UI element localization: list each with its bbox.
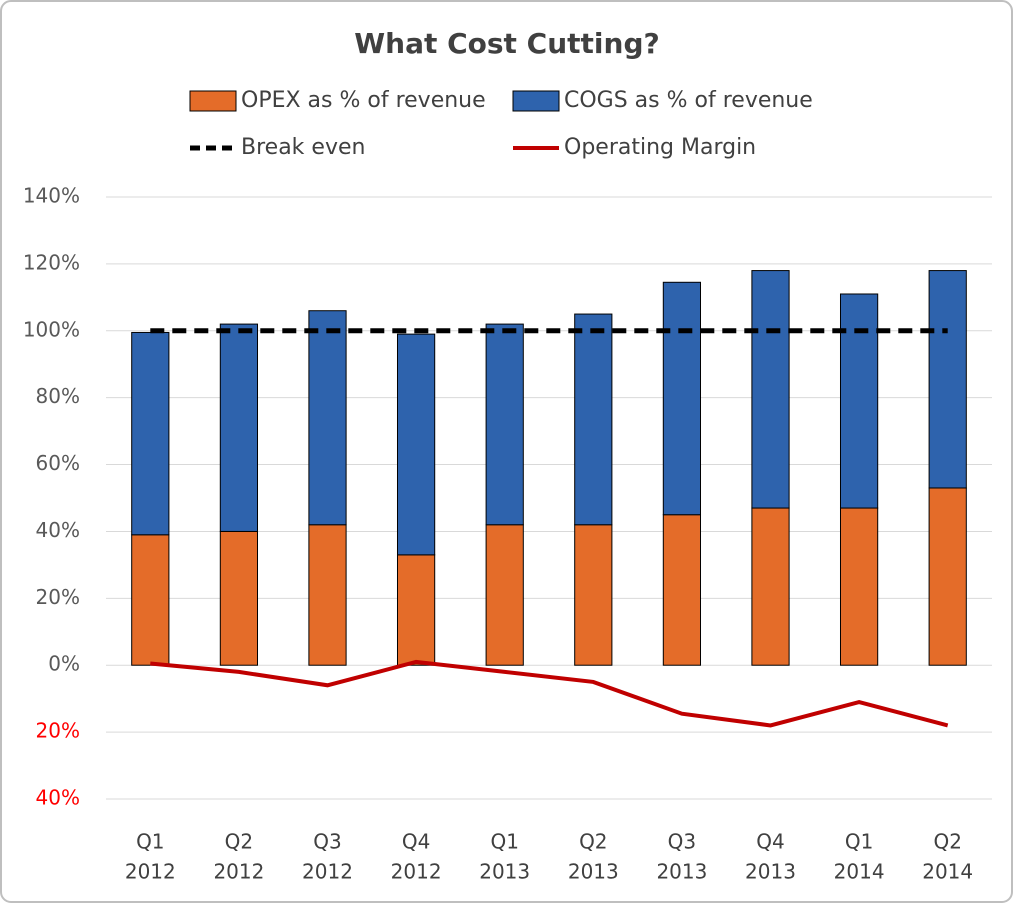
bar (928, 487, 967, 666)
legend-label: OPEX as % of revenue (241, 88, 486, 113)
bar (219, 323, 259, 532)
bar (219, 530, 259, 666)
x-tick-label: 2012 (391, 860, 442, 884)
bar (839, 293, 879, 509)
x-tick-label: 2012 (213, 860, 264, 884)
bar (485, 323, 524, 526)
bar (131, 331, 170, 536)
x-tick-label: Q1 (490, 830, 518, 854)
y-tick-label: 80% (36, 384, 80, 408)
line (150, 659, 949, 728)
x-tick-label: Q4 (402, 830, 430, 854)
legend-label: COGS as % of revenue (564, 88, 813, 113)
x-tick-label: 2013 (568, 860, 619, 884)
y-tick-label: 60% (36, 451, 80, 475)
x-tick-label: Q2 (933, 830, 961, 854)
bar (308, 524, 347, 666)
legend-swatch (189, 90, 237, 112)
y-tick-label: 100% (23, 317, 80, 341)
bar (396, 333, 436, 556)
y-tick-label: 0% (48, 652, 80, 676)
y-tick-label: 20% (36, 719, 80, 743)
bar (839, 507, 879, 666)
bar (574, 313, 613, 526)
bar (396, 554, 436, 666)
x-tick-label: 2012 (125, 860, 176, 884)
chart-title: What Cost Cutting? (354, 27, 660, 60)
x-tick-label: Q3 (313, 830, 341, 854)
x-tick-label: 2012 (302, 860, 353, 884)
legend-label: Break even (241, 135, 365, 160)
x-tick-label: Q1 (136, 830, 164, 854)
bar (308, 310, 347, 526)
bar (662, 281, 702, 516)
legend-swatch (512, 90, 560, 112)
x-tick-label: 2013 (745, 860, 796, 884)
x-tick-label: 2014 (922, 860, 973, 884)
bar (928, 270, 967, 489)
y-tick-label: 120% (23, 250, 80, 274)
x-tick-label: 2014 (834, 860, 885, 884)
y-tick-label: 40% (36, 518, 80, 542)
x-tick-label: Q2 (225, 830, 253, 854)
x-tick-label: 2013 (479, 860, 530, 884)
bar (662, 514, 702, 666)
y-tick-label: 20% (36, 585, 80, 609)
y-tick-label: 140% (23, 184, 80, 208)
y-tick-label: 40% (36, 786, 80, 810)
legend-label: Operating Margin (564, 135, 756, 160)
bar (574, 524, 613, 666)
x-tick-label: Q1 (845, 830, 873, 854)
bar (751, 507, 790, 666)
bar (131, 534, 170, 666)
x-tick-label: 2013 (656, 860, 707, 884)
bar (751, 270, 790, 509)
x-tick-label: Q3 (668, 830, 696, 854)
bar (485, 524, 524, 666)
x-tick-label: Q2 (579, 830, 607, 854)
x-tick-label: Q4 (756, 830, 784, 854)
